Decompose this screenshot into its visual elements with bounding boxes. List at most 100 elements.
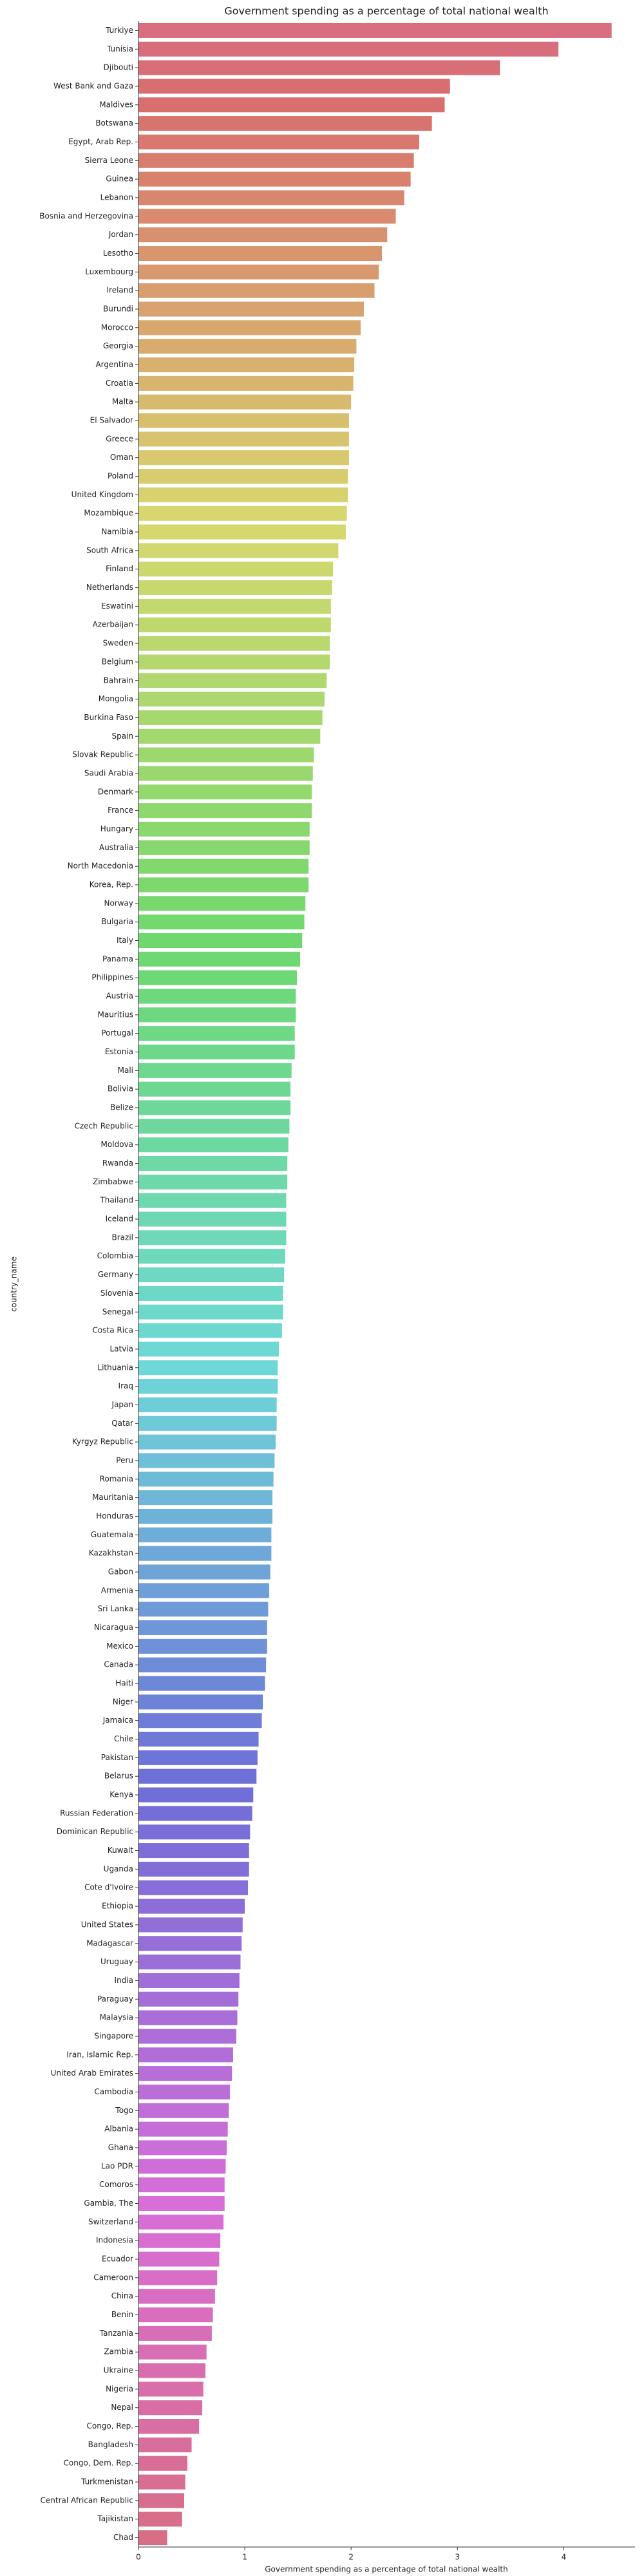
bar: [138, 2195, 225, 2211]
y-tick-label: Japan: [111, 1400, 133, 1409]
y-tick-label: Nepal: [111, 2403, 133, 2412]
x-axis-label: Government spending as a percentage of t…: [265, 2565, 508, 2574]
bar: [138, 1620, 267, 1636]
y-tick-label: Belarus: [104, 1772, 133, 1781]
y-tick-label: Honduras: [96, 1511, 133, 1520]
bar: [138, 487, 348, 502]
y-tick-label: Dominican Republic: [57, 1827, 133, 1836]
y-tick-label: Mali: [118, 1066, 133, 1075]
y-tick-label: Congo, Dem. Rep.: [64, 2459, 133, 2468]
bar: [138, 2177, 225, 2193]
bar: [138, 2066, 232, 2081]
bar: [138, 190, 404, 205]
bar: [138, 2456, 187, 2471]
y-tick-label: Malta: [112, 397, 133, 406]
y-tick-label: Nigeria: [106, 2384, 133, 2393]
bar: [138, 1490, 273, 1506]
bar: [138, 673, 327, 688]
y-tick-label: Greece: [106, 434, 133, 443]
y-tick-label: United States: [81, 1920, 133, 1929]
y-tick-label: Uganda: [104, 1864, 133, 1873]
bar: [138, 116, 432, 131]
bar: [138, 617, 331, 632]
y-tick-label: Maldives: [99, 100, 133, 109]
bar: [138, 858, 309, 874]
bar: [138, 1694, 263, 1710]
y-tick-label: Mauritania: [92, 1493, 133, 1502]
bar: [138, 914, 305, 930]
y-tick-label: Cote d'Ivoire: [84, 1883, 133, 1892]
y-tick-label: Brazil: [112, 1233, 134, 1242]
y-tick-label: El Salvador: [90, 416, 133, 425]
y-tick-label: Tajikistan: [97, 2514, 133, 2523]
bar: [138, 1174, 288, 1189]
bar: [138, 1100, 291, 1115]
x-tick-label: 0: [136, 2553, 141, 2562]
bar: [138, 60, 500, 75]
bar: [138, 1732, 259, 1747]
y-tick-label: Tanzania: [99, 2329, 133, 2338]
bar: [138, 803, 312, 819]
bar: [138, 1304, 283, 1320]
y-tick-label: Australia: [99, 843, 133, 852]
y-tick-label: Russian Federation: [60, 1808, 133, 1817]
y-tick-label: Guatemala: [91, 1530, 133, 1539]
x-tick-label: 3: [455, 2553, 460, 2562]
bar: [138, 79, 450, 94]
bar: [138, 562, 334, 577]
y-tick-label: Argentina: [95, 360, 133, 369]
bar: [138, 1416, 277, 1431]
y-tick-label: Mexico: [106, 1642, 133, 1651]
bar: [138, 283, 375, 298]
bar: [138, 1007, 296, 1023]
y-tick-label: Bosnia and Herzegovina: [39, 211, 133, 220]
y-tick-label: Sierra Leone: [85, 156, 133, 165]
bar: [138, 394, 352, 410]
y-tick-label: United Kingdom: [71, 490, 133, 499]
bar: [138, 339, 357, 354]
y-tick-label: Uruguay: [100, 1957, 133, 1966]
bar: [138, 2214, 224, 2230]
y-tick-label: Portugal: [101, 1028, 133, 1037]
y-tick-label: Senegal: [102, 1307, 133, 1316]
bar: [138, 1899, 245, 1914]
bar: [138, 245, 383, 261]
y-tick-label: Ireland: [106, 286, 133, 295]
bar: [138, 1081, 291, 1097]
x-tick-label: 2: [348, 2553, 354, 2562]
bar: [138, 654, 330, 670]
bar: [138, 1657, 267, 1672]
bar: [138, 1323, 282, 1338]
y-tick-label: Mozambique: [84, 509, 133, 518]
y-tick-label: Croatia: [106, 379, 133, 388]
y-tick-label: Korea, Rep.: [90, 880, 133, 889]
y-tick-label: Ghana: [108, 2143, 133, 2152]
y-tick-label: Zambia: [104, 2347, 133, 2356]
bar: [138, 2010, 238, 2025]
y-tick-label: Ukraine: [104, 2366, 133, 2375]
bar: [138, 209, 396, 224]
bar: [138, 1676, 265, 1691]
bar: [138, 989, 296, 1004]
bar: [138, 1249, 285, 1264]
y-tick-label: Gabon: [108, 1567, 133, 1576]
y-tick-label: Cameroon: [93, 2273, 133, 2282]
bar: [138, 1602, 269, 1617]
bar: [138, 1397, 277, 1412]
bar: [138, 766, 313, 781]
bar: [138, 1806, 252, 1821]
bar: [138, 1973, 240, 1988]
y-tick-label: Haiti: [115, 1679, 133, 1688]
bar: [138, 1230, 287, 1245]
bar: [138, 1044, 295, 1060]
y-tick-label: Norway: [104, 898, 133, 907]
y-tick-label: India: [115, 1976, 133, 1985]
y-tick-label: Iran, Islamic Rep.: [66, 2050, 133, 2059]
y-tick-label: Sweden: [103, 639, 133, 648]
y-tick-label: Nicaragua: [94, 1623, 133, 1632]
bar: [138, 524, 346, 540]
y-tick-label: Kenya: [109, 1790, 133, 1799]
y-tick-label: Philippines: [91, 973, 133, 982]
y-tick-label: West Bank and Gaza: [53, 81, 133, 90]
